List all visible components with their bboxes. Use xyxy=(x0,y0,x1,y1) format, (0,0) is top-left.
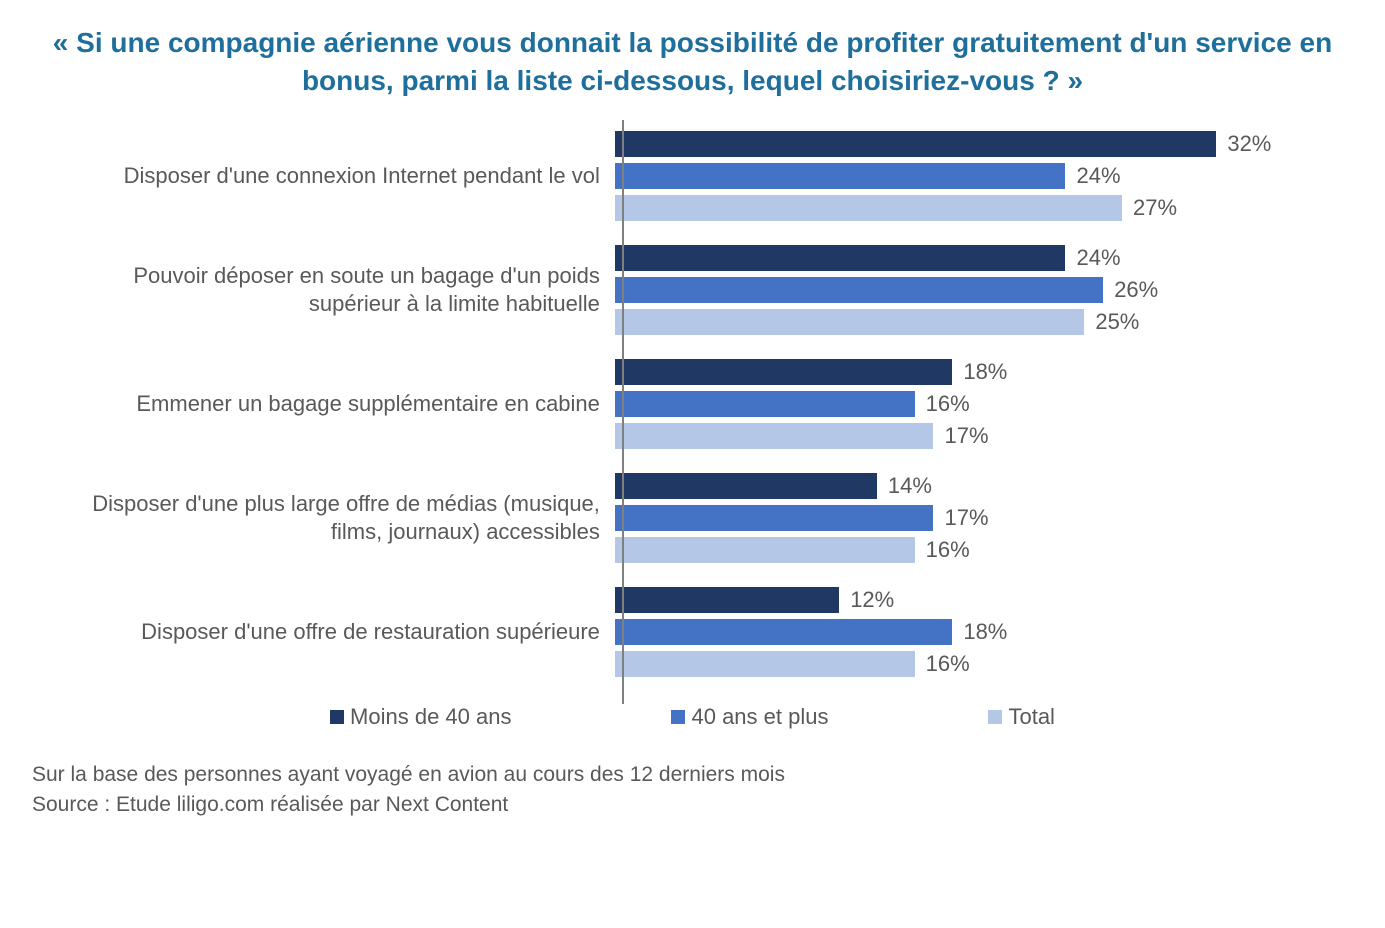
legend-item: Total xyxy=(988,704,1054,730)
category-label: Disposer d'une plus large offre de média… xyxy=(52,490,614,545)
bar xyxy=(614,472,878,500)
legend-swatch xyxy=(988,710,1002,724)
legend-label: 40 ans et plus xyxy=(691,704,828,730)
bar-row: 14% xyxy=(614,470,1353,502)
category-label: Pouvoir déposer en soute un bagage d'un … xyxy=(52,262,614,317)
legend: Moins de 40 ans 40 ans et plus Total xyxy=(32,704,1353,730)
bar-row: 17% xyxy=(614,502,1353,534)
bar-value-label: 24% xyxy=(1066,245,1120,271)
bar xyxy=(614,422,935,450)
chart-area: Disposer d'une connexion Internet pendan… xyxy=(52,128,1353,680)
bar xyxy=(614,308,1085,336)
bar xyxy=(614,358,953,386)
bar-value-label: 16% xyxy=(916,651,970,677)
bar-value-label: 12% xyxy=(840,587,894,613)
legend-label: Total xyxy=(1008,704,1054,730)
bar-value-label: 17% xyxy=(934,505,988,531)
plot-region: Disposer d'une connexion Internet pendan… xyxy=(52,128,1353,680)
category-group: Disposer d'une connexion Internet pendan… xyxy=(52,128,1353,224)
bar xyxy=(614,650,916,678)
legend-label: Moins de 40 ans xyxy=(350,704,511,730)
bar-row: 25% xyxy=(614,306,1353,338)
bar-value-label: 16% xyxy=(916,537,970,563)
y-axis-line xyxy=(622,120,624,694)
legend-swatch xyxy=(671,710,685,724)
bar-value-label: 32% xyxy=(1217,131,1271,157)
category-label: Emmener un bagage supplémentaire en cabi… xyxy=(52,390,614,418)
bar xyxy=(614,194,1123,222)
x-axis-tick xyxy=(622,694,624,704)
category-group: Disposer d'une plus large offre de média… xyxy=(52,470,1353,566)
bar-row: 24% xyxy=(614,160,1353,192)
footnote-source: Source : Etude liligo.com réalisée par N… xyxy=(32,790,1353,820)
bar-row: 17% xyxy=(614,420,1353,452)
bar-row: 16% xyxy=(614,534,1353,566)
bar-row: 32% xyxy=(614,128,1353,160)
legend-item: 40 ans et plus xyxy=(671,704,828,730)
category-group: Emmener un bagage supplémentaire en cabi… xyxy=(52,356,1353,452)
bar-row: 27% xyxy=(614,192,1353,224)
bar-row: 16% xyxy=(614,648,1353,680)
bar-value-label: 14% xyxy=(878,473,932,499)
bar-row: 24% xyxy=(614,242,1353,274)
bar xyxy=(614,586,840,614)
chart-title: « Si une compagnie aérienne vous donnait… xyxy=(43,24,1343,100)
bar xyxy=(614,618,953,646)
bars-container: 18% 16% 17% xyxy=(614,356,1353,452)
bar-value-label: 27% xyxy=(1123,195,1177,221)
footnotes: Sur la base des personnes ayant voyagé e… xyxy=(32,760,1353,821)
bars-container: 12% 18% 16% xyxy=(614,584,1353,680)
bars-container: 14%17% 16% xyxy=(614,470,1353,566)
bar xyxy=(614,276,1104,304)
bars-container: 24% 26% 25% xyxy=(614,242,1353,338)
bar-value-label: 24% xyxy=(1066,163,1120,189)
bar xyxy=(614,130,1217,158)
bar-value-label: 25% xyxy=(1085,309,1139,335)
bar-row: 26% xyxy=(614,274,1353,306)
bar-value-label: 17% xyxy=(934,423,988,449)
category-label: Disposer d'une offre de restauration sup… xyxy=(52,618,614,646)
bar-row: 16% xyxy=(614,388,1353,420)
bar xyxy=(614,162,1067,190)
bar xyxy=(614,536,916,564)
bar-row: 18% xyxy=(614,616,1353,648)
bars-container: 32% 24%27% xyxy=(614,128,1353,224)
footnote-base: Sur la base des personnes ayant voyagé e… xyxy=(32,760,1353,790)
bar-value-label: 16% xyxy=(916,391,970,417)
bar xyxy=(614,390,916,418)
bar-row: 18% xyxy=(614,356,1353,388)
legend-item: Moins de 40 ans xyxy=(330,704,511,730)
bar-value-label: 18% xyxy=(953,359,1007,385)
legend-swatch xyxy=(330,710,344,724)
category-group: Disposer d'une offre de restauration sup… xyxy=(52,584,1353,680)
bar-value-label: 18% xyxy=(953,619,1007,645)
bar xyxy=(614,504,935,532)
category-label: Disposer d'une connexion Internet pendan… xyxy=(52,162,614,190)
bar xyxy=(614,244,1067,272)
bar-value-label: 26% xyxy=(1104,277,1158,303)
category-group: Pouvoir déposer en soute un bagage d'un … xyxy=(52,242,1353,338)
bar-row: 12% xyxy=(614,584,1353,616)
